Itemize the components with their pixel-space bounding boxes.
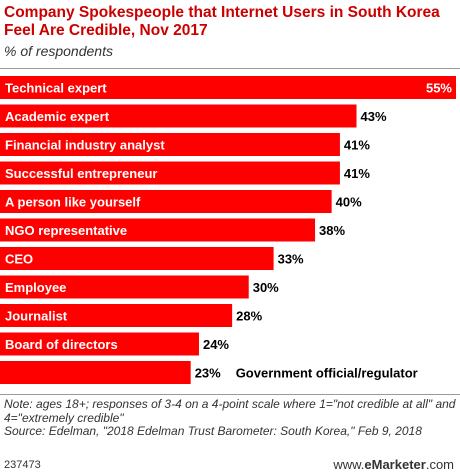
- bar: [0, 133, 340, 156]
- brand-suffix: .com: [425, 457, 454, 472]
- value-label: 30%: [253, 280, 279, 295]
- source-text: Source: Edelman, "2018 Edelman Trust Bar…: [4, 424, 422, 438]
- bar-group: NGO representative 38%: [0, 218, 346, 242]
- top-divider: [0, 68, 460, 69]
- category-label: Financial industry analyst: [5, 138, 165, 153]
- value-label: 43%: [361, 109, 387, 124]
- category-label: Government official/regulator: [236, 366, 418, 381]
- category-label: CEO: [5, 252, 33, 267]
- value-label: 24%: [203, 337, 229, 352]
- bar-group: Technical expert 55%: [0, 76, 456, 99]
- bar: [0, 304, 233, 327]
- value-label: 23%: [195, 366, 221, 381]
- bar-group: Employee 30%: [0, 275, 279, 299]
- category-label: Journalist: [5, 309, 68, 324]
- category-label: Academic expert: [5, 109, 110, 124]
- bar-group: Financial industry analyst 41%: [0, 133, 370, 156]
- emarketer-logo[interactable]: www.eMarketer.com: [333, 457, 454, 472]
- bar-group: Board of directors 24%: [0, 332, 229, 356]
- chart-subtitle: % of respondents: [4, 43, 113, 59]
- bar: [0, 361, 191, 384]
- bar: [0, 247, 274, 270]
- category-label: A person like yourself: [5, 195, 141, 210]
- category-label: NGO representative: [5, 223, 127, 238]
- bottom-divider: [0, 394, 460, 395]
- bar-group: Government official/regulator 23%: [0, 361, 418, 384]
- value-label: 41%: [344, 166, 370, 181]
- bar-group: Successful entrepreneur 41%: [0, 161, 370, 185]
- bar-group: A person like yourself 40%: [0, 190, 362, 213]
- bar: [0, 161, 340, 185]
- bar-group: Academic expert 43%: [0, 104, 387, 128]
- bar-chart: Technical expert 55% Academic expert 43% Fin…: [0, 76, 456, 384]
- bar-group: Journalist 28%: [0, 304, 263, 327]
- category-label: Board of directors: [5, 337, 118, 352]
- bar: [0, 332, 199, 356]
- bar: [0, 104, 357, 128]
- value-label: 38%: [319, 223, 345, 238]
- value-label: 41%: [344, 138, 370, 153]
- category-label: Successful entrepreneur: [5, 166, 157, 181]
- value-label: 40%: [336, 195, 362, 210]
- category-label: Employee: [5, 280, 66, 295]
- value-label: 28%: [236, 309, 262, 324]
- category-label: Technical expert: [5, 81, 107, 96]
- note-text: Note: ages 18+; responses of 3-4 on a 4-…: [4, 397, 456, 425]
- value-label: 33%: [278, 252, 304, 267]
- brand-prefix: www.: [333, 457, 365, 472]
- chart-id: 237473: [4, 459, 41, 471]
- chart-title: Company Spokespeople that Internet Users…: [4, 4, 440, 39]
- value-label: 55%: [426, 81, 452, 96]
- brand-name: eMarketer: [364, 457, 426, 472]
- bar-group: CEO 33%: [0, 247, 304, 270]
- bar: [0, 76, 456, 99]
- bar: [0, 190, 332, 213]
- chart-notes: Note: ages 18+; responses of 3-4 on a 4-…: [4, 397, 456, 439]
- bar: [0, 218, 316, 242]
- bar: [0, 275, 249, 299]
